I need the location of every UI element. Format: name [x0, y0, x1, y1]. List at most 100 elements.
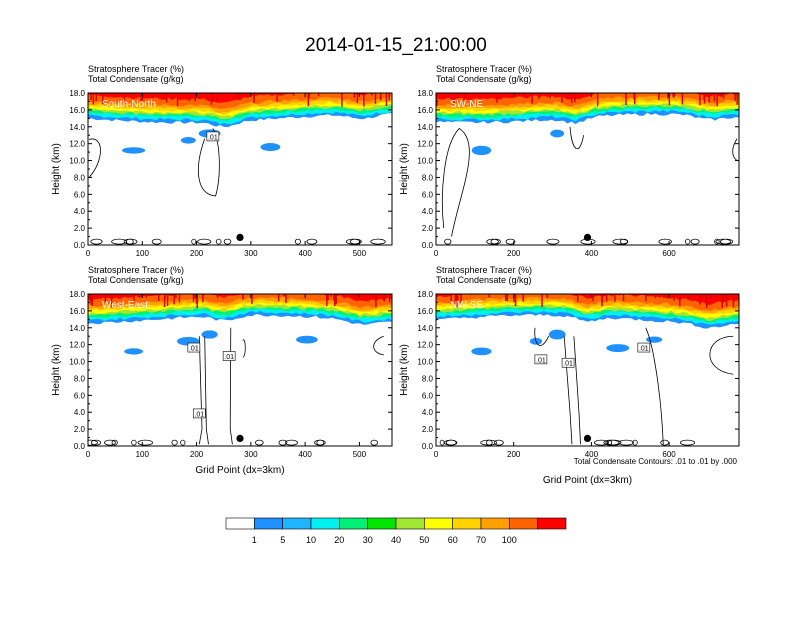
tracer-streak	[163, 294, 166, 308]
colorbar-swatch	[367, 517, 397, 530]
y-tick-label: 0.0	[74, 442, 86, 451]
x-tick-label: 0	[86, 249, 91, 258]
panel-1: Stratosphere Tracer (%)Total Condensate …	[51, 64, 393, 258]
tracer-streak	[333, 294, 335, 300]
contour-loop	[306, 238, 318, 245]
tracer-streak	[703, 93, 705, 100]
colorbar-label: 30	[363, 535, 373, 545]
contour-loop	[88, 439, 98, 446]
contour-loop	[719, 238, 734, 245]
contour-label-box	[206, 131, 220, 142]
tracer-streak	[654, 294, 657, 299]
contour-loop	[90, 439, 102, 446]
y-tick-label: 10.0	[69, 157, 85, 166]
tracer-streak	[110, 294, 113, 308]
tracer-streak	[436, 294, 438, 297]
colorbar-swatch	[339, 517, 368, 530]
x-tick-label: 200	[190, 450, 204, 459]
panel-header-line2: Total Condensate (g/kg)	[88, 74, 184, 84]
condensate-contours	[439, 327, 734, 446]
panel-3: Stratosphere Tracer (%)Total Condensate …	[51, 265, 393, 476]
contour-label-text: .01	[189, 346, 199, 353]
contour-loop	[314, 439, 326, 446]
colorbar-label: 50	[419, 535, 429, 545]
y-tick-label: 12.0	[69, 341, 85, 350]
tracer-blob	[296, 335, 318, 344]
tracer-streak	[357, 294, 359, 298]
tracer-streak	[104, 294, 107, 302]
tracer-blob	[548, 329, 566, 340]
tracer-streak	[679, 294, 681, 307]
contour-note: Total Condensate Contours: .01 to .01 by…	[574, 457, 738, 466]
y-tick-label: 2.0	[422, 425, 434, 434]
tracer-band-8	[436, 294, 739, 311]
tracer-streak	[716, 93, 718, 107]
colorbar-swatch	[537, 517, 567, 530]
contour-loop	[223, 238, 232, 245]
contour-label-text: .01	[208, 134, 218, 141]
y-tick-label: 12.0	[417, 140, 433, 149]
tracer-streak	[152, 93, 155, 99]
contour-line	[442, 127, 470, 237]
y-tick-label: 8.0	[422, 374, 434, 383]
tracer-blob	[121, 147, 146, 154]
contour-loop	[111, 238, 127, 245]
tracer-streak	[549, 93, 551, 99]
tracer-streak	[90, 93, 92, 100]
tracer-blob	[124, 348, 143, 355]
tracer-streak	[192, 294, 195, 302]
tracer-streak	[330, 294, 332, 297]
colorbar-swatch	[424, 517, 453, 530]
panel-label: West-East	[102, 300, 148, 311]
tracer-streak	[166, 294, 169, 306]
condensate-contours	[88, 327, 384, 446]
panel-header-line1: Stratosphere Tracer (%)	[436, 64, 532, 74]
contour-line	[198, 128, 220, 197]
y-tick-label: 10.0	[69, 358, 85, 367]
contour-loop	[215, 238, 222, 245]
colorbar-swatch	[310, 517, 340, 530]
contour-loop	[490, 238, 501, 245]
tracer-streak	[668, 93, 671, 106]
contour-line	[229, 327, 233, 445]
tracer-streak	[202, 294, 204, 303]
tracer-streak	[285, 294, 287, 303]
tracer-streak	[453, 93, 456, 104]
y-tick-label: 10.0	[417, 358, 433, 367]
location-marker	[236, 434, 244, 442]
x-tick-label: 0	[434, 249, 439, 258]
x-tick-label: 300	[244, 249, 258, 258]
panels-group: Stratosphere Tracer (%) Total Condensate …	[51, 64, 740, 486]
contour-label: .01	[637, 342, 651, 353]
tracer-streak	[699, 294, 701, 305]
contour-loop	[294, 238, 301, 245]
contour-loop	[123, 238, 138, 245]
panel-label: SW-NE	[450, 99, 483, 110]
tracer-field	[88, 93, 392, 245]
location-marker	[583, 233, 592, 241]
x-tick-label: 400	[298, 249, 312, 258]
y-tick-label: 14.0	[69, 123, 85, 132]
y-tick-label: 12.0	[69, 140, 85, 149]
tracer-streak	[388, 294, 391, 303]
tracer-streak	[292, 93, 295, 96]
colorbar-swatch	[509, 517, 538, 530]
contour-loop	[345, 238, 361, 245]
tracer-streak	[210, 93, 213, 105]
tracer-streak	[699, 93, 701, 106]
y-tick-label: 4.0	[74, 207, 86, 216]
tracer-streak	[90, 294, 93, 306]
contour-line	[645, 327, 664, 445]
contour-line	[573, 336, 581, 445]
panel-label: South-North	[102, 99, 156, 110]
y-tick-label: 14.0	[417, 123, 433, 132]
tracer-streak	[317, 93, 320, 97]
tracer-streak	[722, 93, 725, 99]
contour-loop	[180, 439, 186, 446]
tracer-streak	[577, 294, 579, 302]
y-tick-label: 18.0	[69, 89, 85, 98]
colorbar-label: 1	[252, 535, 257, 545]
tracer-streak	[567, 93, 569, 98]
y-tick-label: 4.0	[422, 207, 434, 216]
tracer-streak	[383, 294, 386, 302]
